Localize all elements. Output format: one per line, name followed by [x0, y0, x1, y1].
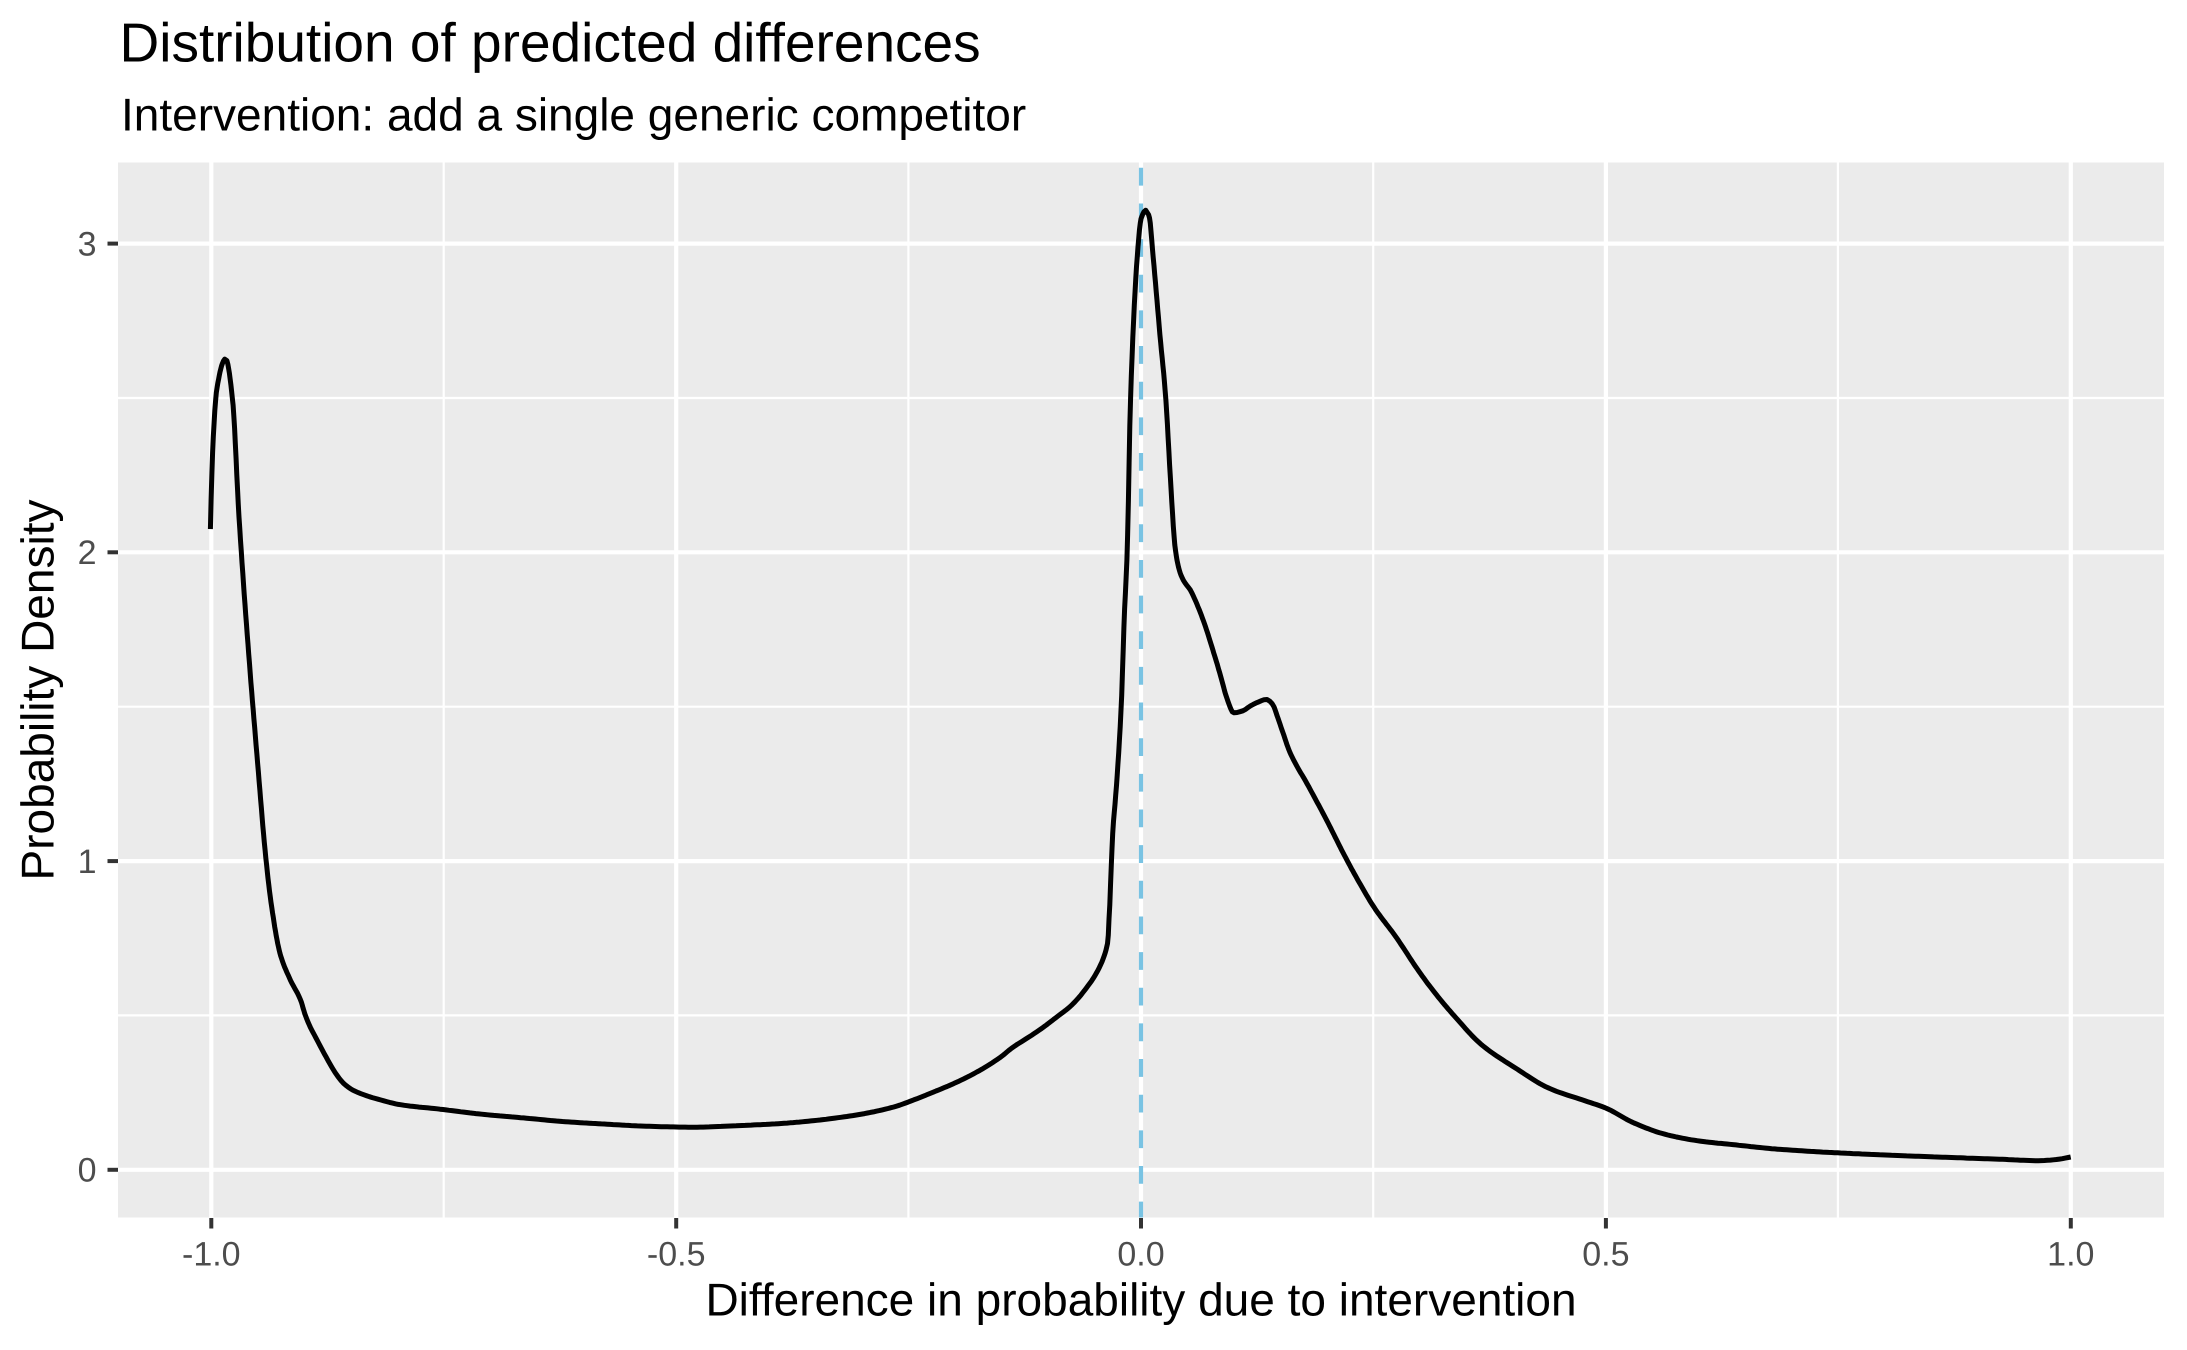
- svg-text:-0.5: -0.5: [647, 1235, 706, 1273]
- svg-text:1.0: 1.0: [2047, 1235, 2094, 1273]
- svg-text:-1.0: -1.0: [182, 1235, 241, 1273]
- svg-text:Distribution of predicted diff: Distribution of predicted differences: [120, 12, 981, 74]
- svg-text:Probability Density: Probability Density: [12, 500, 64, 881]
- svg-text:0.5: 0.5: [1582, 1235, 1629, 1273]
- svg-text:0.0: 0.0: [1117, 1235, 1164, 1273]
- svg-text:3: 3: [78, 225, 97, 263]
- svg-text:1: 1: [78, 843, 97, 881]
- svg-text:Difference in probability due: Difference in probability due to interve…: [705, 1274, 1576, 1326]
- svg-text:2: 2: [78, 534, 97, 572]
- svg-text:Intervention: add a single gen: Intervention: add a single generic compe…: [121, 89, 1026, 141]
- svg-text:0: 0: [78, 1152, 97, 1190]
